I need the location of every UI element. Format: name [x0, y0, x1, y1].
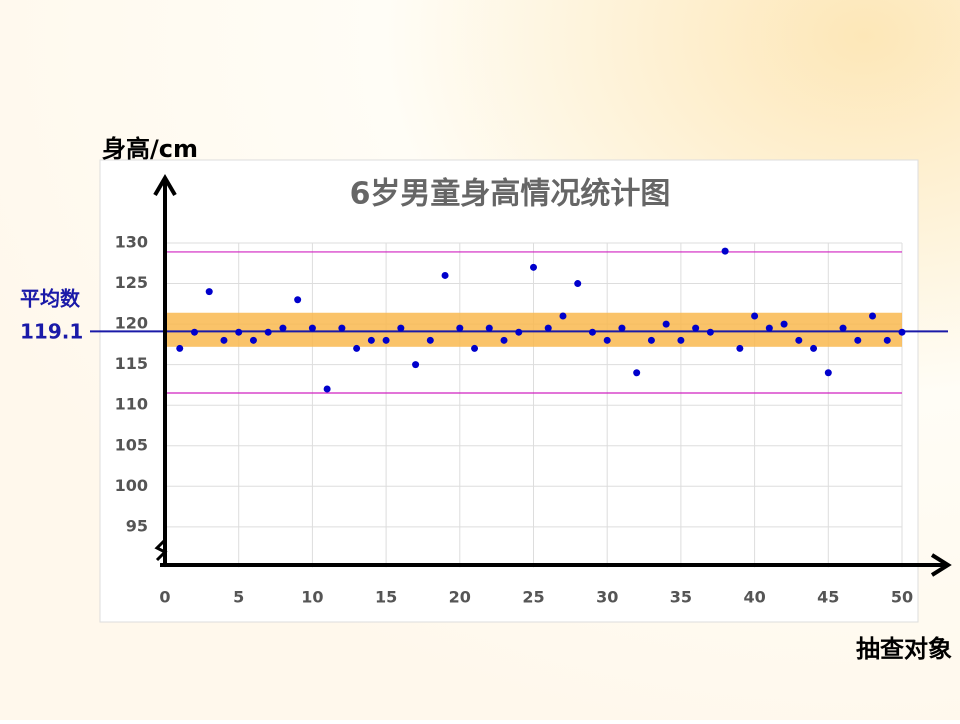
point	[736, 344, 744, 352]
point	[559, 312, 567, 320]
y-tick-label: 130	[115, 233, 148, 252]
point	[382, 336, 390, 344]
point	[264, 328, 272, 336]
x-tick-label: 5	[233, 588, 244, 607]
point	[294, 296, 302, 304]
point	[500, 336, 508, 344]
point	[323, 385, 331, 393]
y-tick-label: 110	[115, 395, 148, 414]
point	[412, 361, 420, 369]
x-tick-label: 20	[449, 588, 471, 607]
point	[706, 328, 714, 336]
point	[647, 336, 655, 344]
point	[633, 369, 641, 377]
y-tick-label: 100	[115, 476, 148, 495]
point	[898, 328, 906, 336]
point	[530, 263, 537, 271]
y-tick-label: 120	[115, 314, 148, 333]
chart-title: 6岁男童身高情况统计图	[350, 177, 671, 212]
point	[824, 369, 832, 377]
point	[810, 344, 818, 352]
point	[854, 336, 862, 344]
point	[839, 324, 847, 332]
point	[588, 328, 596, 336]
point	[677, 336, 685, 344]
mean-value: 119.1	[20, 320, 83, 344]
point	[544, 324, 552, 332]
point	[220, 336, 228, 344]
point	[692, 324, 700, 332]
point	[471, 344, 479, 352]
point	[279, 324, 287, 332]
point	[795, 336, 803, 344]
x-tick-label: 30	[596, 588, 618, 607]
point	[235, 328, 243, 336]
x-tick-label: 10	[301, 588, 323, 607]
point	[353, 344, 361, 352]
point	[338, 324, 346, 332]
x-axis	[160, 553, 952, 577]
x-tick-label: 15	[375, 588, 397, 607]
point	[190, 328, 198, 336]
mean-label: 平均数	[20, 287, 81, 311]
point	[515, 328, 523, 336]
point	[751, 312, 759, 320]
point	[662, 320, 670, 328]
point	[485, 324, 493, 332]
point	[721, 247, 729, 255]
point	[780, 320, 788, 328]
x-tick-label: 50	[891, 588, 913, 607]
point	[249, 336, 257, 344]
point	[618, 324, 626, 332]
y-axis-label: 身高/cm	[102, 135, 198, 163]
x-tick-label: 45	[817, 588, 839, 607]
point	[574, 280, 582, 288]
point	[367, 336, 375, 344]
y-tick-label: 125	[115, 273, 148, 292]
point	[205, 288, 213, 296]
point	[308, 324, 316, 332]
point	[176, 344, 184, 352]
point	[426, 336, 434, 344]
x-tick-label: 40	[743, 588, 765, 607]
y-axis	[153, 174, 177, 565]
y-tick-label: 95	[126, 516, 148, 535]
x-tick-label: 0	[159, 588, 170, 607]
point	[603, 336, 611, 344]
plot-frame	[99, 159, 919, 623]
point	[441, 271, 449, 279]
point	[869, 312, 877, 320]
x-axis-label: 抽查对象	[856, 635, 952, 663]
y-tick-label: 105	[115, 435, 148, 454]
point	[397, 324, 405, 332]
point	[456, 324, 464, 332]
band	[165, 312, 902, 347]
x-tick-label: 35	[670, 588, 692, 607]
y-tick-label: 115	[115, 354, 148, 373]
point	[765, 324, 773, 332]
axis-break	[154, 538, 168, 562]
point	[883, 336, 891, 344]
x-tick-label: 25	[522, 588, 544, 607]
